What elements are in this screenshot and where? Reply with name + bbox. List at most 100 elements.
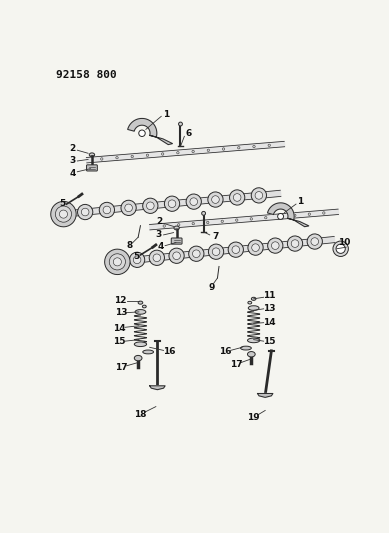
Ellipse shape [255, 191, 263, 199]
Ellipse shape [60, 210, 68, 218]
Ellipse shape [173, 252, 180, 260]
Ellipse shape [208, 192, 223, 207]
Ellipse shape [165, 196, 180, 212]
Ellipse shape [193, 250, 200, 257]
Ellipse shape [105, 249, 130, 274]
Ellipse shape [212, 196, 219, 204]
Ellipse shape [251, 188, 266, 203]
Ellipse shape [232, 246, 240, 254]
Ellipse shape [109, 254, 125, 270]
Ellipse shape [89, 153, 95, 157]
Ellipse shape [161, 153, 164, 155]
Ellipse shape [116, 157, 118, 159]
Ellipse shape [101, 158, 103, 160]
Ellipse shape [134, 356, 142, 361]
Polygon shape [63, 190, 281, 217]
Ellipse shape [311, 238, 319, 245]
Ellipse shape [103, 206, 111, 214]
Ellipse shape [228, 242, 244, 257]
Polygon shape [128, 118, 157, 137]
Text: 15: 15 [114, 337, 126, 346]
Ellipse shape [146, 154, 149, 157]
Ellipse shape [251, 297, 256, 301]
Text: 6: 6 [185, 129, 191, 138]
Ellipse shape [190, 198, 198, 205]
Ellipse shape [153, 254, 161, 262]
Text: 2: 2 [70, 144, 76, 153]
Ellipse shape [209, 244, 224, 260]
Text: 13: 13 [115, 308, 128, 317]
Text: 19: 19 [247, 413, 259, 422]
Text: 14: 14 [113, 324, 126, 333]
Text: 16: 16 [163, 346, 175, 356]
Ellipse shape [121, 200, 136, 215]
Ellipse shape [268, 144, 270, 147]
Ellipse shape [135, 310, 146, 314]
Ellipse shape [247, 338, 260, 343]
Text: 92158 800: 92158 800 [56, 70, 117, 80]
Ellipse shape [125, 204, 132, 212]
Ellipse shape [192, 150, 194, 153]
Text: 9: 9 [208, 283, 214, 292]
Ellipse shape [272, 242, 279, 249]
Polygon shape [150, 135, 172, 144]
Text: 15: 15 [263, 337, 275, 346]
Text: 4: 4 [70, 169, 76, 178]
Polygon shape [117, 237, 335, 265]
Ellipse shape [130, 252, 145, 268]
Ellipse shape [236, 219, 238, 221]
Ellipse shape [99, 203, 114, 217]
Ellipse shape [142, 305, 146, 308]
FancyBboxPatch shape [171, 238, 182, 244]
Ellipse shape [51, 201, 76, 227]
Ellipse shape [55, 206, 72, 222]
Text: 16: 16 [219, 346, 231, 356]
Ellipse shape [143, 350, 154, 354]
Ellipse shape [174, 226, 179, 230]
Polygon shape [258, 393, 273, 398]
Text: 14: 14 [263, 318, 275, 327]
FancyBboxPatch shape [87, 165, 97, 171]
Polygon shape [288, 219, 309, 227]
Ellipse shape [163, 225, 165, 227]
Ellipse shape [223, 148, 225, 150]
Text: 12: 12 [114, 296, 127, 305]
Text: 8: 8 [126, 241, 133, 250]
Ellipse shape [240, 346, 251, 350]
Ellipse shape [265, 216, 267, 219]
Ellipse shape [230, 190, 245, 205]
Polygon shape [86, 141, 285, 163]
Ellipse shape [308, 213, 310, 215]
Text: 4: 4 [157, 242, 164, 251]
Ellipse shape [233, 193, 241, 201]
Ellipse shape [268, 238, 283, 253]
Text: 10: 10 [338, 238, 350, 247]
Ellipse shape [333, 241, 349, 256]
Ellipse shape [169, 248, 184, 263]
Ellipse shape [287, 236, 303, 251]
Ellipse shape [336, 244, 345, 253]
Ellipse shape [81, 208, 89, 216]
Ellipse shape [149, 250, 165, 265]
Ellipse shape [238, 147, 240, 149]
Text: 7: 7 [212, 232, 218, 241]
Text: 11: 11 [263, 291, 275, 300]
Ellipse shape [307, 234, 322, 249]
Ellipse shape [177, 151, 179, 154]
Ellipse shape [131, 155, 133, 158]
Ellipse shape [192, 222, 194, 225]
Ellipse shape [186, 194, 202, 209]
Ellipse shape [147, 202, 154, 209]
Ellipse shape [250, 217, 252, 220]
Ellipse shape [177, 224, 180, 226]
Text: 18: 18 [134, 410, 147, 419]
Ellipse shape [212, 248, 220, 255]
Text: 2: 2 [156, 217, 162, 227]
Text: 5: 5 [133, 252, 140, 261]
Ellipse shape [179, 122, 182, 126]
Ellipse shape [139, 130, 145, 136]
Ellipse shape [252, 244, 259, 252]
Ellipse shape [322, 212, 325, 214]
Ellipse shape [134, 342, 147, 346]
Text: 13: 13 [263, 304, 275, 312]
